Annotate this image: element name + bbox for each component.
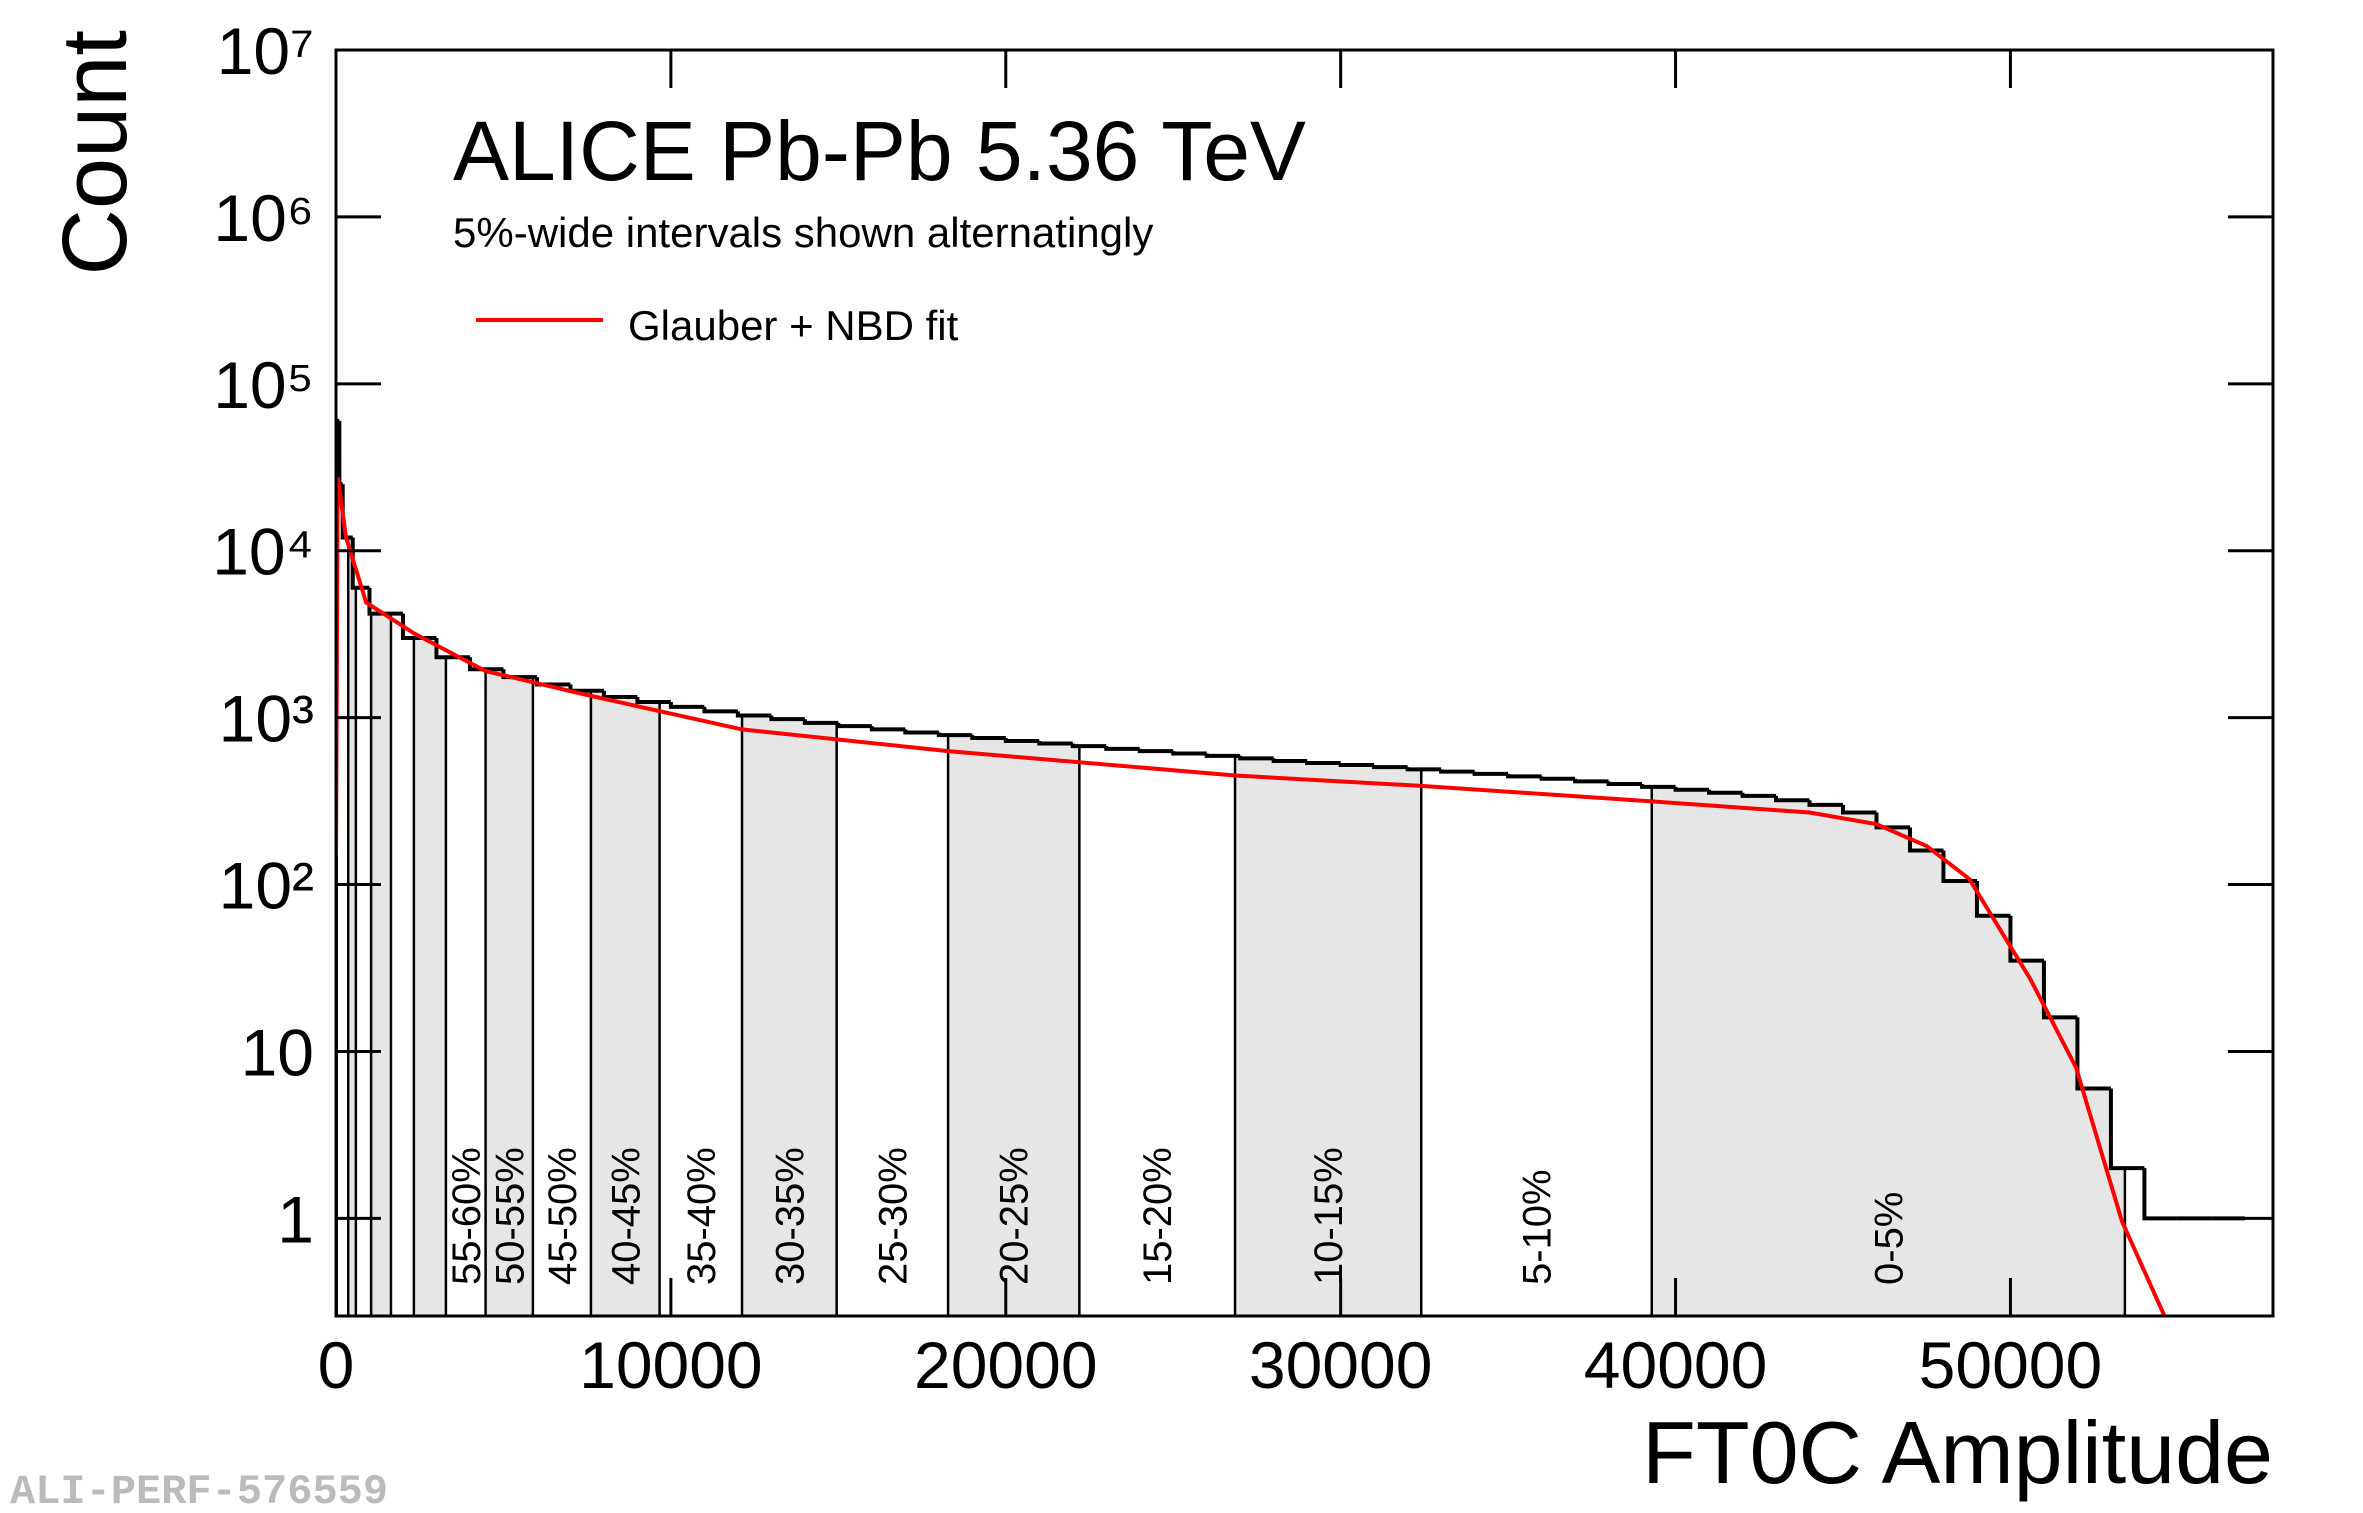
- histogram-bin: [635, 696, 671, 705]
- fit-line: [336, 477, 2167, 1316]
- histogram-bin: [2075, 1017, 2111, 1091]
- histogram-bin: [1003, 738, 1040, 743]
- x-axis-title: FT0C Amplitude: [1642, 1403, 2273, 1502]
- histogram-bin: [1506, 773, 1542, 779]
- y-tick-label: 10: [241, 1015, 314, 1089]
- histogram-bin: [1405, 767, 1442, 772]
- interval-label: 45-50%: [541, 1147, 585, 1285]
- histogram-bin: [702, 706, 738, 714]
- histogram-bin: [970, 735, 1006, 741]
- interval-shade: [348, 420, 356, 1316]
- histogram-bin: [1573, 778, 1609, 784]
- histogram-bin: [1372, 765, 1408, 770]
- histogram-bin: [2108, 1088, 2145, 1171]
- legend-label: Glauber + NBD fit: [628, 302, 959, 349]
- interval-label: 5-10%: [1515, 1169, 1559, 1285]
- chart-title: ALICE Pb-Pb 5.36 TeV: [453, 104, 1306, 198]
- interval-shade: [413, 420, 446, 1316]
- plot-area: [336, 418, 2245, 1316]
- histogram-bin: [2008, 915, 2044, 963]
- histogram-bin: [936, 732, 973, 738]
- histogram-bin: [568, 684, 604, 693]
- histogram-bin: [668, 702, 705, 709]
- interval-label: 35-40%: [680, 1147, 724, 1285]
- interval-label: 50-55%: [488, 1147, 532, 1285]
- histogram-bin: [1606, 781, 1643, 787]
- y-tick-label: 10³: [219, 682, 314, 756]
- histogram-bin: [367, 587, 403, 616]
- x-tick-label: 20000: [914, 1328, 1098, 1402]
- x-tick-label: 10000: [579, 1328, 763, 1402]
- histogram-bin: [1439, 769, 1475, 774]
- histogram-bin: [1271, 758, 1308, 763]
- histogram-bin: [1204, 753, 1241, 758]
- interval-label: 15-20%: [1136, 1147, 1180, 1285]
- histogram-bin: [1807, 800, 1843, 807]
- interval-label: 40-45%: [604, 1147, 648, 1285]
- overlay: 55-60% 50-55% 45-50% 40-45% 35-40% 30-35% 25-3…: [212, 14, 2275, 1402]
- histogram-bin: [735, 711, 772, 718]
- histogram-bin: [769, 715, 805, 722]
- histogram-bin: [1238, 755, 1274, 761]
- histogram-bin: [903, 729, 939, 735]
- histogram-bin: [601, 690, 638, 699]
- y-tick-label: 10⁷: [217, 14, 314, 88]
- interval-label: 20-25%: [993, 1147, 1037, 1285]
- histogram-bin: [2142, 1168, 2178, 1221]
- histogram-bin: [869, 726, 906, 732]
- interval-label: 30-35%: [768, 1147, 812, 1285]
- x-tick-label: 0: [318, 1328, 355, 1402]
- histogram-bin: [1774, 795, 1810, 803]
- histogram-bin: [802, 719, 839, 725]
- y-axis-title: Count: [44, 30, 146, 276]
- interval-label: 55-60%: [445, 1147, 489, 1285]
- histogram-bin: [1941, 850, 1977, 884]
- plot-frame: [334, 48, 2275, 1318]
- x-tick-label: 50000: [1919, 1328, 2103, 1402]
- x-tick-label: 40000: [1584, 1328, 1768, 1402]
- histogram-bin: [1305, 760, 1341, 765]
- y-tick-label: 10⁵: [213, 348, 314, 422]
- histogram-bin: [836, 722, 872, 729]
- interval-label: 0-5%: [1867, 1192, 1911, 1285]
- histogram-bin: [1874, 812, 1910, 830]
- histogram-bin: [1472, 771, 1509, 776]
- histogram-bin: [1640, 784, 1676, 789]
- interval-label: 10-15%: [1307, 1147, 1351, 1285]
- histogram-bin: [1338, 762, 1375, 768]
- histogram-bin: [1740, 792, 1777, 798]
- interval-shade: [1651, 420, 2125, 1316]
- x-tick-label: 30000: [1249, 1328, 1433, 1402]
- y-tick-label: 1: [277, 1182, 314, 1256]
- histogram-bin: [1037, 740, 1073, 746]
- histogram-bin: [1137, 748, 1174, 754]
- histogram-bin: [1104, 746, 1140, 751]
- interval-shade: [1235, 420, 1422, 1316]
- watermark: ALI-PERF-576559: [10, 1468, 388, 1513]
- histogram-bin: [1070, 743, 1107, 749]
- interval-label: 25-30%: [871, 1147, 915, 1285]
- histogram-bin: [337, 420, 343, 487]
- histogram-bin: [1539, 776, 1576, 781]
- y-tick-label: 10²: [219, 849, 314, 923]
- histogram-bin: [1841, 804, 1877, 815]
- y-tick-label: 10⁶: [213, 181, 314, 255]
- histogram-bin: [1707, 789, 1743, 795]
- histogram-bin: [2041, 960, 2078, 1020]
- interval-shade: [371, 420, 391, 1316]
- histogram-bin: [1171, 751, 1207, 756]
- y-tick-label: 10⁴: [212, 515, 314, 589]
- histogram-bin: [1673, 786, 1710, 792]
- chart-subtitle: 5%-wide intervals shown alternatingly: [453, 209, 1153, 256]
